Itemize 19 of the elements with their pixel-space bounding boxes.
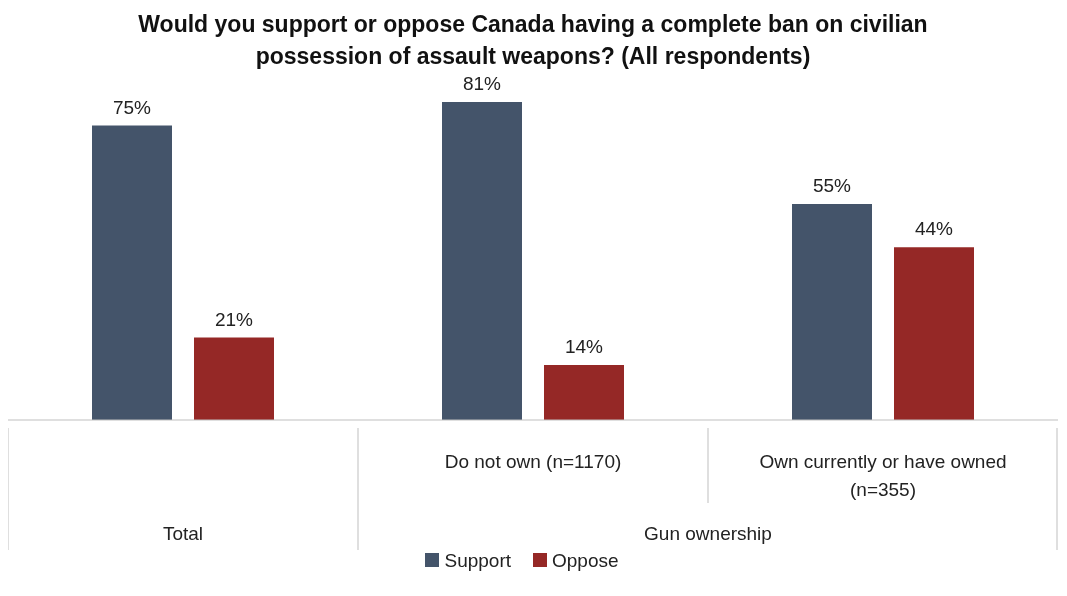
legend-label: Support [443, 550, 511, 571]
bar [442, 102, 522, 420]
data-label: 81% [462, 73, 502, 94]
data-label: 21% [214, 308, 254, 330]
bar [544, 365, 624, 420]
text: Total [162, 523, 204, 544]
data-label: 44% [914, 218, 954, 240]
chart-title: Would you support or oppose Canada having a complete ban on civilian possession of assault weapons? (All respondents) [137, 10, 929, 71]
data-label: 14% [564, 336, 604, 358]
bar [894, 247, 974, 420]
bar [792, 204, 872, 420]
bar [92, 125, 172, 420]
legend-label: Oppose [551, 550, 619, 571]
text: Gun ownership [644, 523, 772, 544]
bar [194, 337, 274, 420]
data-label: 75% [112, 96, 152, 118]
x-tick-label: Do not own (n=1170) [444, 451, 622, 472]
x-tick-label: Own currently or have owned (n=355) [759, 451, 1007, 500]
data-label: 55% [812, 175, 852, 197]
